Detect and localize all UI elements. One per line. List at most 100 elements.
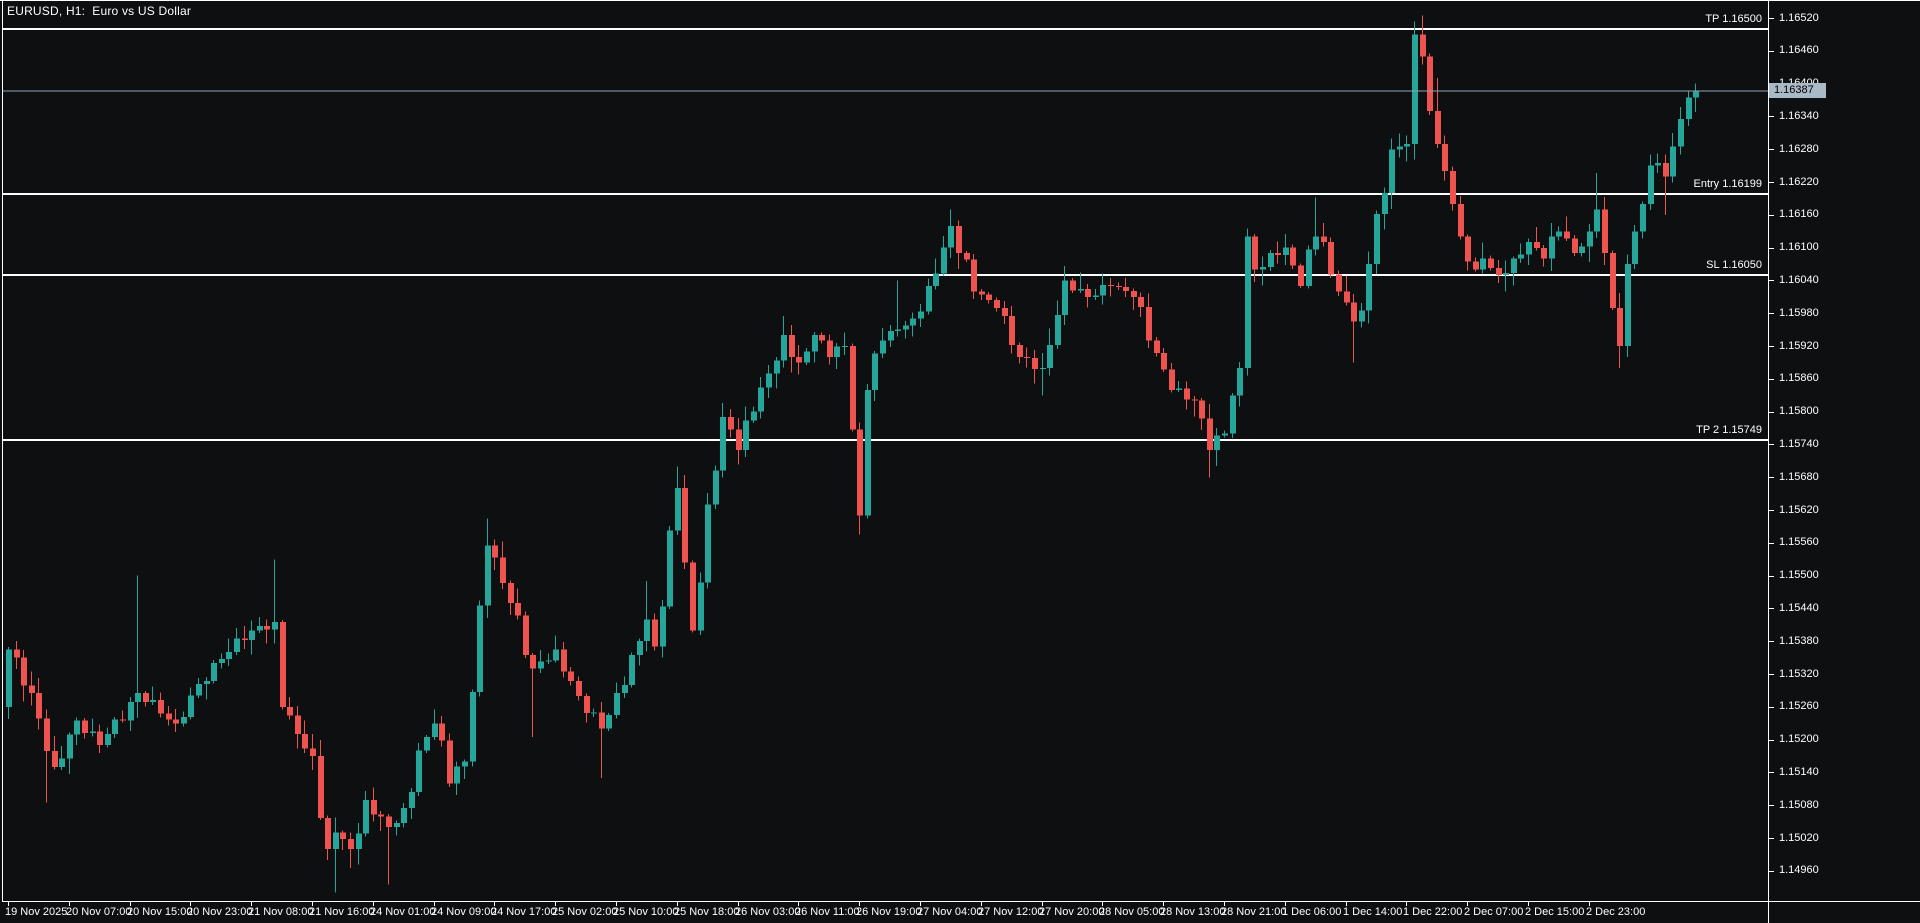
level-label-entry[interactable]: Entry 1.16199 — [1693, 177, 1763, 190]
price-tick-mark — [1769, 182, 1774, 183]
candle-body — [1640, 203, 1646, 232]
candle-body — [766, 373, 772, 388]
candle-body — [1511, 258, 1517, 273]
candle-body — [348, 839, 354, 850]
candle-body — [834, 346, 840, 358]
candle-body — [44, 718, 50, 751]
candle-body — [774, 360, 780, 374]
price-tick-mark — [1769, 576, 1774, 577]
candle-body — [302, 734, 308, 749]
time-tick-mark — [1589, 902, 1590, 906]
candle-body — [1336, 274, 1342, 292]
candle-body — [1480, 258, 1486, 270]
candle-body — [1138, 296, 1144, 308]
candle-body — [1024, 357, 1030, 359]
time-tick-mark — [8, 902, 9, 906]
price-tick-mark — [1769, 805, 1774, 806]
candle-body — [1389, 149, 1395, 194]
candle-body — [948, 225, 954, 248]
candle-body — [401, 808, 407, 823]
candle-body — [789, 335, 795, 358]
candle-body — [508, 583, 514, 604]
candle-body — [903, 325, 909, 330]
candle-body — [1252, 236, 1258, 270]
candle-body — [188, 695, 194, 718]
candle-body — [1686, 97, 1692, 120]
candle-body — [561, 649, 567, 672]
level-label-tp[interactable]: TP 1.16500 — [1705, 13, 1762, 25]
candle-body — [1678, 119, 1684, 147]
candle-body — [1268, 253, 1274, 267]
candle-body — [470, 691, 476, 762]
candle-body — [340, 832, 346, 840]
candle-body — [1503, 272, 1509, 276]
candle-body — [804, 351, 810, 363]
candle-body — [67, 734, 73, 759]
price-tick-mark — [1769, 280, 1774, 281]
candle-body — [1184, 388, 1190, 400]
candle-body — [59, 758, 65, 768]
time-tick-label: 28 Nov 05:00 — [1099, 906, 1165, 918]
candle-body — [74, 720, 80, 735]
price-tick-mark — [1769, 477, 1774, 478]
candle-body — [1526, 242, 1532, 255]
candle-body — [865, 389, 871, 516]
price-tick-mark — [1769, 412, 1774, 413]
candle-body — [1062, 280, 1068, 316]
candle-body — [1306, 249, 1312, 286]
candle-body — [1176, 388, 1182, 390]
time-tick-label: 26 Nov 03:00 — [735, 906, 801, 918]
candle-body — [1207, 418, 1213, 450]
candle-body — [1222, 433, 1228, 436]
candle-body — [819, 335, 825, 341]
price-tick-mark — [1769, 346, 1774, 347]
candle-body — [910, 318, 916, 326]
candle-body — [112, 719, 118, 735]
candle-body — [1169, 369, 1175, 390]
price-tick-mark — [1769, 51, 1774, 52]
price-tick-label: 1.16040 — [1779, 273, 1819, 286]
candle-body — [1275, 253, 1281, 255]
candle-body — [14, 649, 20, 658]
candle-body — [538, 661, 544, 669]
candle-body — [363, 799, 369, 834]
price-tick-label: 1.15680 — [1779, 470, 1819, 483]
time-tick-label: 2 Dec 15:00 — [1525, 906, 1585, 918]
candle-body — [956, 225, 962, 254]
candle-body — [918, 311, 924, 319]
level-label-sl[interactable]: SL 1.16050 — [1706, 259, 1762, 271]
price-tick-label: 1.14960 — [1779, 864, 1819, 877]
candle-body — [850, 346, 856, 430]
candle-body — [416, 750, 422, 793]
price-tick-label: 1.15620 — [1779, 503, 1819, 516]
candle-body — [530, 655, 536, 669]
candle-body — [1154, 340, 1160, 354]
candle-body — [1108, 284, 1114, 286]
candle-body — [219, 659, 225, 664]
candle-body — [1002, 307, 1008, 316]
candle-body — [105, 734, 111, 746]
candle-body — [1161, 353, 1167, 370]
candle-body — [1085, 288, 1091, 297]
candle-body — [1435, 111, 1441, 144]
candle-body — [1412, 34, 1418, 144]
candle-body — [758, 387, 764, 412]
time-tick-label: 28 Nov 21:00 — [1221, 906, 1287, 918]
candle-body — [318, 756, 324, 818]
candle-body — [1032, 358, 1038, 370]
price-tick-label: 1.15320 — [1779, 667, 1819, 680]
candle-body — [1298, 265, 1304, 286]
candle-body — [1055, 315, 1061, 345]
time-tick-mark — [494, 902, 495, 906]
candle-body — [424, 737, 430, 751]
time-tick-label: 1 Dec 22:00 — [1403, 906, 1463, 918]
time-tick-mark — [981, 902, 982, 906]
candle-body — [1420, 34, 1426, 57]
candle-body — [1617, 307, 1623, 347]
candle-body — [204, 681, 210, 684]
level-label-tp2[interactable]: TP 2 1.15749 — [1696, 423, 1762, 436]
candle-body — [1313, 236, 1319, 250]
price-tick-mark — [1769, 707, 1774, 708]
price-tick-mark — [1769, 215, 1774, 216]
